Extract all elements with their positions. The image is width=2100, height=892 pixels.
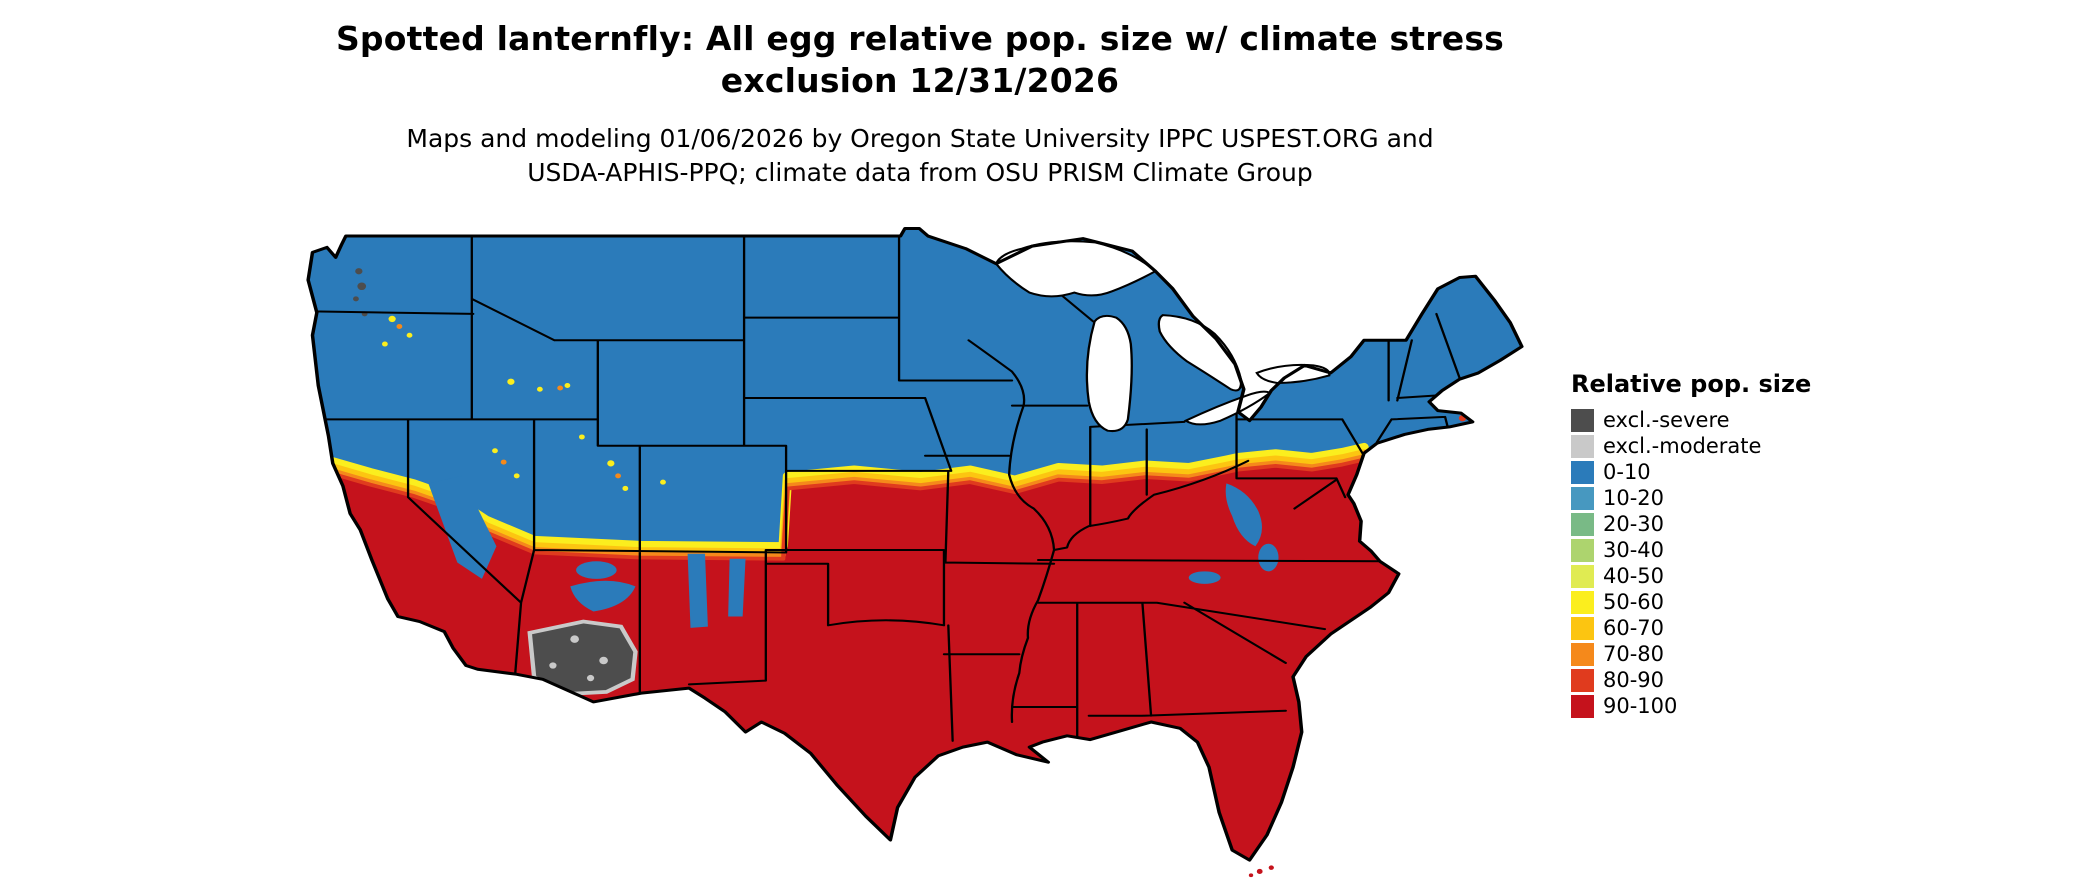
legend-swatch [1571,538,1594,562]
exclusion-zone-arizona [527,619,638,697]
legend-entry: 80-90 [1571,667,1871,693]
state-borders-east-south [1010,312,1476,742]
map-subtitle: Maps and modeling 01/06/2026 by Oregon S… [220,122,1620,190]
legend-swatch [1571,668,1594,692]
us-map-figure [298,226,1532,884]
map-header: Spotted lanternfly: All egg relative pop… [220,18,1620,190]
subtitle-line2: USDA-APHIS-PPQ; climate data from OSU PR… [527,158,1313,188]
legend-swatch [1571,460,1594,484]
us-outline [306,227,1524,862]
legend-entry: 90-100 [1571,693,1871,719]
legend-swatch [1571,512,1594,536]
page-title-line1: Spotted lanternfly: All egg relative pop… [335,19,1505,58]
great-lakes [994,240,1331,433]
legend-entry-label: excl.-severe [1603,407,1730,432]
legend-entry-label: 80-90 [1603,667,1665,692]
legend-title: Relative pop. size [1571,370,1812,398]
page-title-line2: exclusion 12/31/2026 [720,61,1120,101]
legend-entry: 40-50 [1571,563,1871,589]
legend-entry: 0-10 [1571,459,1871,485]
legend-swatch [1571,616,1594,640]
state-borders-west [311,235,788,693]
lake-michigan [1085,314,1133,433]
legend-entry: 70-80 [1571,641,1871,667]
legend-entry: excl.-severe [1571,407,1871,433]
northwest-severe-specks [353,268,368,317]
exclusion-moderate-specks [549,635,608,682]
legend-entry-label: 50-60 [1603,589,1665,614]
legend-swatch [1571,564,1594,588]
us-map-svg [306,227,1524,878]
state-borders-central [687,235,1056,742]
legend-swatch [1571,694,1594,718]
legend-entry-label: 40-50 [1603,563,1665,588]
florida-keys-specks [1248,865,1274,878]
legend-swatch [1571,434,1594,458]
legend-entry-label: 10-20 [1603,485,1665,510]
legend-entry-label: 30-40 [1603,537,1665,562]
legend: Relative pop. size excl.-severe excl.-mod… [1571,370,1871,719]
state-borders-midwest-rivers [967,292,1250,724]
legend-swatch [1571,642,1594,666]
legend-entry-label: 20-30 [1603,511,1665,536]
legend-entries: excl.-severe excl.-moderate 0-10 10-20 20-30… [1571,407,1871,719]
legend-entry: excl.-moderate [1571,433,1871,459]
legend-entry: 50-60 [1571,589,1871,615]
mountain-low-pop-patches [428,475,1279,628]
west-speckles-yellow [382,315,666,491]
legend-entry-label: 70-80 [1603,641,1665,666]
legend-swatch [1571,486,1594,510]
legend-entry-label: 60-70 [1603,615,1665,640]
legend-swatch [1571,590,1594,614]
legend-entry: 60-70 [1571,615,1871,641]
legend-entry: 10-20 [1571,485,1871,511]
legend-entry-label: excl.-moderate [1603,433,1762,458]
west-speckles-orange [396,323,621,479]
legend-entry-label: 90-100 [1603,693,1678,718]
legend-entry-label: 0-10 [1603,459,1651,484]
legend-entry: 30-40 [1571,537,1871,563]
legend-entry: 20-30 [1571,511,1871,537]
legend-swatch [1571,408,1594,432]
subtitle-line1: Maps and modeling 01/06/2026 by Oregon S… [406,124,1434,154]
lake-huron [1157,314,1243,392]
map-raster-layer [308,228,1522,861]
exclusion-severe-area [527,619,638,697]
